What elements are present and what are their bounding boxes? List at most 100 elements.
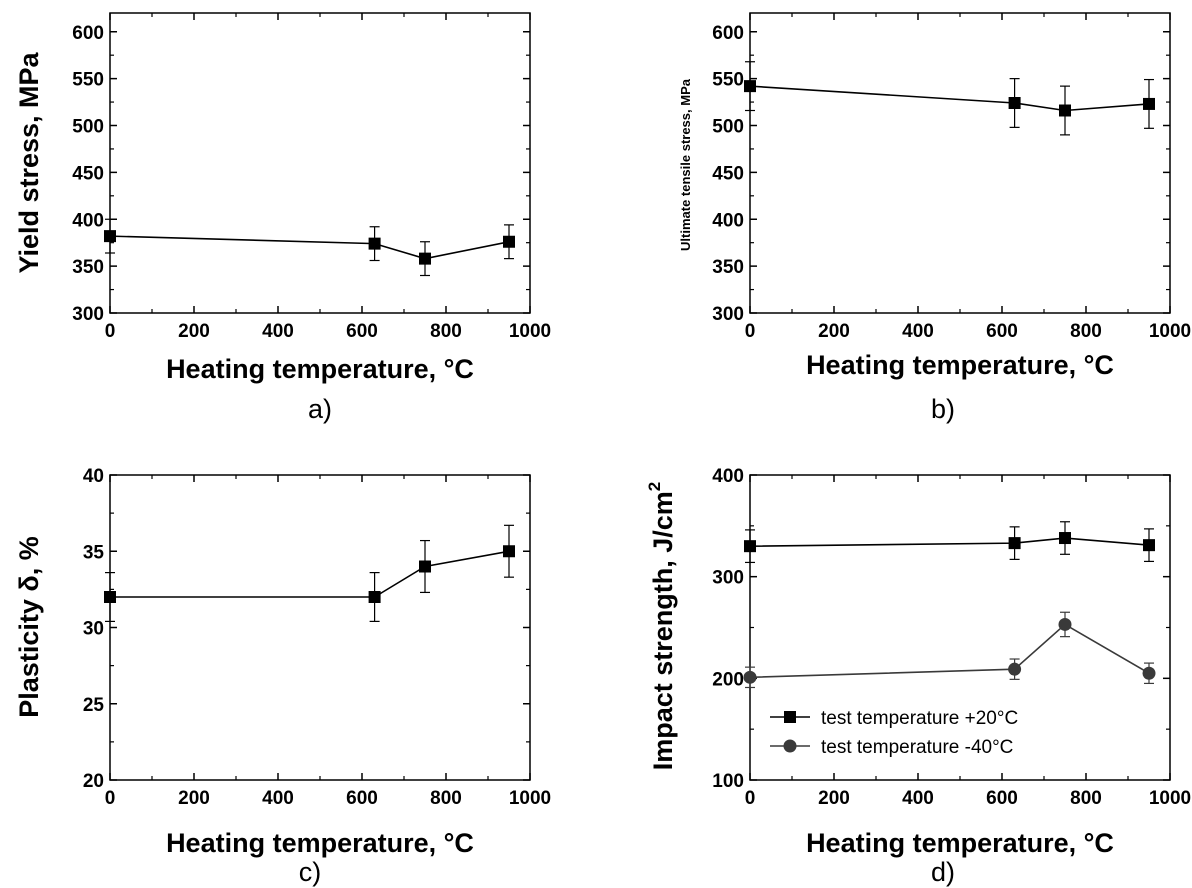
data-point bbox=[503, 545, 515, 558]
data-point bbox=[744, 540, 756, 553]
y-tick-label: 450 bbox=[712, 163, 744, 184]
x-tick-label: 400 bbox=[262, 321, 294, 342]
y-axis-label: Ultimate tensile stress, MPa bbox=[678, 78, 693, 251]
x-axis-label: Heating temperature, °C bbox=[166, 354, 474, 384]
x-tick-label: 400 bbox=[262, 788, 294, 809]
x-tick-label: 600 bbox=[986, 321, 1018, 342]
chart-panel-3: 0 200 400 600 800 1000 20 25 30 35 40 Heating tempe… bbox=[14, 466, 551, 887]
data-point bbox=[368, 591, 381, 603]
series-line bbox=[110, 550, 510, 598]
x-tick-label: 800 bbox=[430, 321, 462, 342]
series-1 bbox=[744, 521, 1155, 564]
legend-entry: test temperature -40°C bbox=[821, 737, 1013, 758]
y-tick-label: 450 bbox=[72, 163, 104, 184]
data-point bbox=[368, 237, 381, 250]
y-tick-label: 350 bbox=[712, 257, 744, 278]
x-axis-label: Heating temperature, °C bbox=[806, 350, 1114, 380]
series-line bbox=[749, 85, 1150, 112]
x-tick-label: 0 bbox=[105, 321, 116, 342]
data-point bbox=[104, 591, 116, 603]
x-tick-label: 1000 bbox=[1149, 321, 1191, 342]
y-axis-label: Yield stress, MPa bbox=[14, 51, 44, 273]
series-1 bbox=[104, 218, 515, 277]
y-tick-label: 400 bbox=[712, 210, 744, 231]
x-tick-label: 200 bbox=[178, 321, 210, 342]
plot-frame bbox=[749, 12, 1171, 314]
panel-label: a) bbox=[308, 394, 332, 424]
plot-frame bbox=[109, 12, 531, 314]
data-point bbox=[1142, 666, 1156, 680]
panel-label: d) bbox=[931, 857, 955, 887]
legend-marker bbox=[784, 711, 796, 723]
data-point bbox=[419, 252, 431, 265]
y-axis-label: Plasticity δ, % bbox=[14, 536, 44, 717]
y-tick-label: 400 bbox=[72, 210, 104, 231]
x-tick-label: 600 bbox=[346, 788, 378, 809]
y-tick-label: 400 bbox=[712, 466, 744, 487]
panel-label: c) bbox=[299, 857, 322, 887]
x-tick-label: 1000 bbox=[509, 788, 551, 809]
y-tick-label: 30 bbox=[83, 619, 104, 640]
y-axis-label-text: Yield stress, MPa bbox=[14, 51, 44, 273]
y-tick-label: 600 bbox=[72, 23, 104, 44]
data-point bbox=[503, 235, 515, 248]
data-point bbox=[1058, 617, 1072, 631]
y-tick-label: 40 bbox=[83, 466, 104, 487]
legend-entry: test temperature +20°C bbox=[821, 708, 1018, 729]
panel-label: b) bbox=[931, 394, 955, 424]
y-tick-label: 25 bbox=[83, 695, 105, 716]
series-2 bbox=[743, 611, 1156, 689]
x-tick-label: 1000 bbox=[1149, 788, 1191, 809]
data-point bbox=[419, 560, 431, 573]
y-axis-label: Impact strength, J/cm2 bbox=[645, 482, 678, 771]
x-tick-label: 800 bbox=[1070, 788, 1102, 809]
plot-frame bbox=[109, 474, 531, 781]
legend: test temperature +20°C test temperature -… bbox=[770, 708, 1018, 758]
data-point bbox=[743, 670, 757, 684]
x-tick-label: 200 bbox=[818, 788, 850, 809]
x-axis-label: Heating temperature, °C bbox=[806, 828, 1114, 858]
series-line bbox=[749, 623, 1150, 679]
y-tick-label: 35 bbox=[83, 542, 105, 563]
x-tick-label: 600 bbox=[346, 321, 378, 342]
y-axis-label-text: Ultimate tensile stress, MPa bbox=[678, 78, 693, 251]
chart-panel-1: 0 200 400 600 800 1000 300 350 400 450 500 550 600 He… bbox=[14, 12, 551, 424]
series-line bbox=[109, 235, 510, 260]
y-tick-label: 300 bbox=[712, 304, 744, 325]
y-tick-label: 200 bbox=[712, 669, 744, 690]
data-point bbox=[1059, 532, 1071, 545]
series-1 bbox=[104, 524, 515, 623]
y-tick-label: 600 bbox=[712, 23, 744, 44]
chart-panel-4: 0 200 400 600 800 1000 100 200 300 400 test temper… bbox=[645, 466, 1191, 887]
data-point bbox=[1008, 537, 1021, 550]
data-point bbox=[1008, 662, 1022, 676]
x-tick-label: 600 bbox=[986, 788, 1018, 809]
y-tick-label: 550 bbox=[712, 70, 744, 91]
data-point bbox=[1059, 104, 1071, 117]
chart-panel-2: 0 200 400 600 800 1000 300 350 400 450 500 550 600 He… bbox=[678, 12, 1191, 424]
y-tick-label: 550 bbox=[72, 70, 104, 91]
plot-frame bbox=[749, 474, 1171, 781]
y-tick-label: 300 bbox=[72, 304, 104, 325]
y-tick-label: 500 bbox=[712, 117, 744, 138]
y-tick-label: 300 bbox=[712, 568, 744, 589]
data-point bbox=[744, 80, 756, 93]
y-tick-label: 500 bbox=[72, 117, 104, 138]
data-point bbox=[1143, 97, 1155, 110]
x-tick-label: 1000 bbox=[509, 321, 551, 342]
x-tick-label: 0 bbox=[745, 321, 756, 342]
x-tick-label: 800 bbox=[1070, 321, 1102, 342]
x-tick-label: 200 bbox=[818, 321, 850, 342]
y-tick-label: 100 bbox=[712, 771, 744, 792]
series-line bbox=[749, 537, 1150, 547]
y-tick-label: 350 bbox=[72, 257, 104, 278]
x-tick-label: 0 bbox=[745, 788, 756, 809]
x-tick-label: 400 bbox=[902, 321, 934, 342]
series-1 bbox=[744, 61, 1155, 136]
x-tick-label: 800 bbox=[430, 788, 462, 809]
legend-marker bbox=[783, 739, 797, 753]
y-axis-label-superscript: 2 bbox=[645, 482, 664, 491]
x-tick-label: 0 bbox=[105, 788, 116, 809]
y-axis-label-text: Plasticity δ, % bbox=[14, 536, 44, 717]
